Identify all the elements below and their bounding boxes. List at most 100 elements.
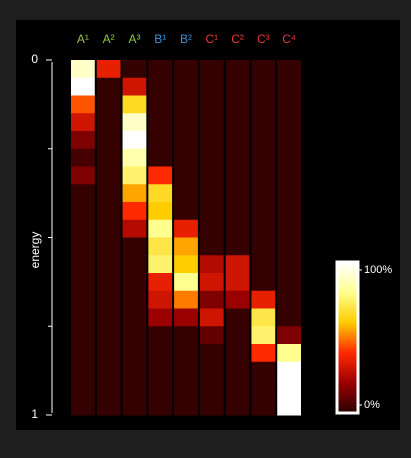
heat-cell bbox=[199, 148, 224, 167]
heat-cell bbox=[174, 308, 198, 327]
heat-cell bbox=[199, 397, 224, 416]
heat-cell bbox=[96, 361, 121, 380]
heat-cell bbox=[96, 148, 121, 167]
heat-cell bbox=[199, 60, 224, 79]
heat-cell bbox=[225, 308, 250, 327]
heat-cell bbox=[71, 77, 95, 96]
heat-cell bbox=[122, 77, 147, 96]
colorbar-label: 100% bbox=[364, 264, 392, 276]
heat-cell bbox=[148, 131, 173, 150]
heat-cell bbox=[96, 308, 121, 327]
heat-cell bbox=[251, 273, 276, 292]
heat-cell bbox=[251, 397, 276, 416]
heat-cell bbox=[71, 60, 95, 79]
heat-cell bbox=[225, 273, 250, 292]
heat-cell bbox=[96, 397, 121, 416]
heat-cell bbox=[174, 344, 198, 363]
heat-cell bbox=[96, 113, 121, 132]
heat-cell bbox=[251, 361, 276, 380]
heat-cell bbox=[277, 237, 301, 256]
heat-cell bbox=[148, 202, 173, 221]
heat-cell bbox=[277, 290, 301, 309]
heat-cell bbox=[148, 60, 173, 79]
heat-cell bbox=[71, 379, 95, 398]
heat-cell bbox=[251, 237, 276, 256]
column-label: C⁴ bbox=[282, 32, 296, 46]
heat-cell bbox=[71, 166, 95, 185]
heat-cell bbox=[148, 166, 173, 185]
heat-cell bbox=[71, 131, 95, 150]
heat-cell bbox=[96, 290, 121, 309]
heat-cell bbox=[199, 344, 224, 363]
heat-cell bbox=[225, 131, 250, 150]
y-tick-label: 0 bbox=[31, 52, 38, 66]
heat-cell bbox=[71, 326, 95, 345]
heat-cell bbox=[251, 166, 276, 185]
heat-cell bbox=[148, 290, 173, 309]
heat-cell bbox=[277, 131, 301, 150]
heat-cell bbox=[122, 255, 147, 274]
heat-cell bbox=[96, 237, 121, 256]
heat-cell bbox=[225, 237, 250, 256]
heat-cell bbox=[277, 308, 301, 327]
heat-cell bbox=[174, 237, 198, 256]
heat-cell bbox=[174, 166, 198, 185]
heat-cell bbox=[122, 308, 147, 327]
heat-cell bbox=[148, 308, 173, 327]
heat-cell bbox=[251, 290, 276, 309]
heat-cell bbox=[148, 397, 173, 416]
heat-cell bbox=[71, 113, 95, 132]
heat-cell bbox=[199, 166, 224, 185]
heat-cell bbox=[199, 184, 224, 203]
heat-cell bbox=[277, 326, 301, 345]
heat-cell bbox=[174, 397, 198, 416]
heat-cell bbox=[148, 113, 173, 132]
heat-cell bbox=[225, 361, 250, 380]
heat-cell bbox=[96, 344, 121, 363]
heat-cell bbox=[251, 95, 276, 114]
heat-cell bbox=[225, 255, 250, 274]
heat-cell bbox=[251, 344, 276, 363]
heat-cell bbox=[71, 273, 95, 292]
heat-cell bbox=[174, 202, 198, 221]
heat-cell bbox=[199, 237, 224, 256]
heat-cell bbox=[174, 255, 198, 274]
heat-cell bbox=[148, 95, 173, 114]
colorbar-label: 0% bbox=[364, 399, 380, 411]
heat-cell bbox=[251, 113, 276, 132]
heat-cell bbox=[148, 77, 173, 96]
heat-cell bbox=[199, 361, 224, 380]
heat-cell bbox=[225, 184, 250, 203]
heat-cell bbox=[277, 255, 301, 274]
heat-cell bbox=[174, 60, 198, 79]
heat-cell bbox=[71, 184, 95, 203]
heat-cell bbox=[199, 219, 224, 238]
heat-cell bbox=[225, 95, 250, 114]
heat-cell bbox=[122, 202, 147, 221]
heat-cell bbox=[225, 219, 250, 238]
heat-cell bbox=[277, 202, 301, 221]
heat-cell bbox=[251, 77, 276, 96]
heat-cell bbox=[148, 379, 173, 398]
heat-cell bbox=[251, 202, 276, 221]
heat-cell bbox=[96, 326, 121, 345]
heat-cell bbox=[277, 95, 301, 114]
heat-cell bbox=[251, 131, 276, 150]
heat-cell bbox=[148, 148, 173, 167]
heat-cell bbox=[122, 95, 147, 114]
heat-cell bbox=[174, 290, 198, 309]
heat-cell bbox=[174, 148, 198, 167]
heat-cell bbox=[199, 113, 224, 132]
heat-cell bbox=[148, 237, 173, 256]
heat-cell bbox=[148, 273, 173, 292]
heat-cell bbox=[251, 255, 276, 274]
heat-cell bbox=[122, 131, 147, 150]
heat-cell bbox=[225, 60, 250, 79]
heat-cell bbox=[148, 255, 173, 274]
heat-cell bbox=[199, 379, 224, 398]
heat-cell bbox=[122, 166, 147, 185]
heat-cell bbox=[225, 290, 250, 309]
heat-cell bbox=[96, 273, 121, 292]
